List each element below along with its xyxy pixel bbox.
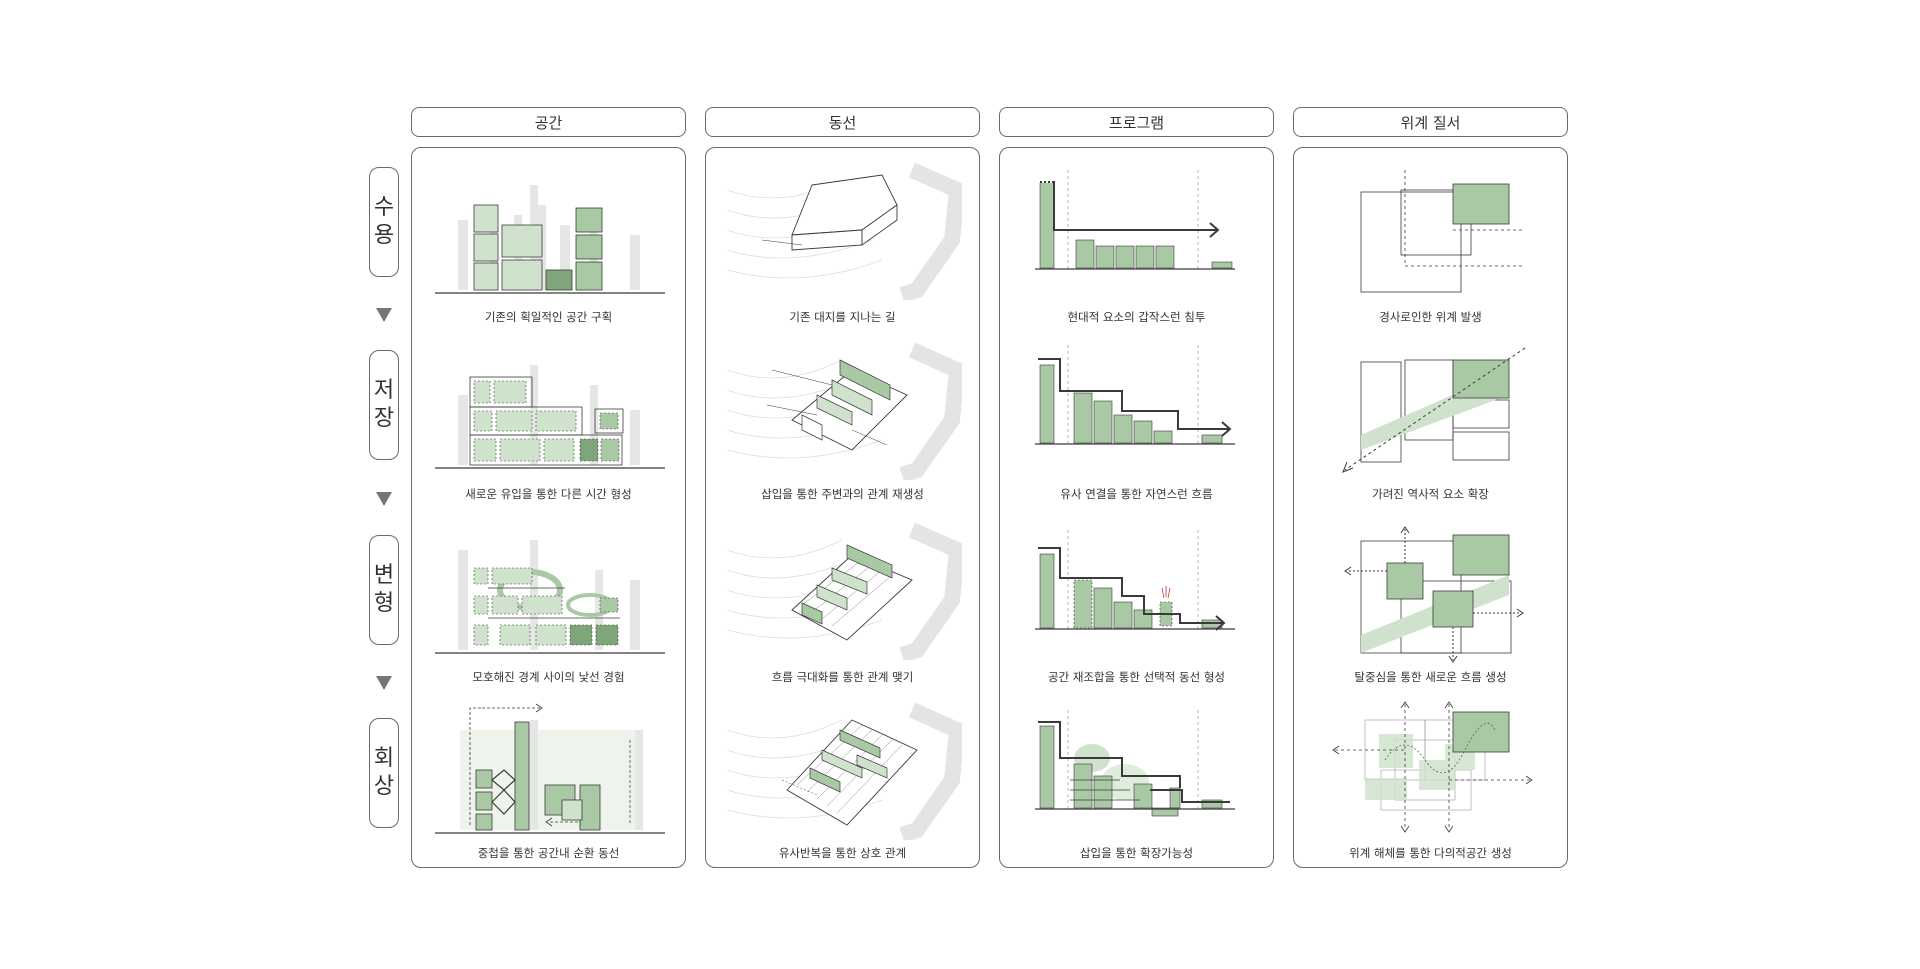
row-label-char: 상 [373, 774, 395, 799]
caption-circulation-recall: 유사반복을 통한 상호 관계 [778, 846, 907, 860]
row-label-store: 저 장 [369, 350, 399, 460]
arrow-down-icon [376, 676, 392, 690]
row-label-char: 회 [373, 746, 395, 771]
row-label-char: 용 [373, 223, 395, 248]
column-header-space: 공간 [411, 107, 686, 137]
diagram-program-transform [1030, 530, 1270, 680]
caption-program-store: 유사 연결을 통한 자연스런 흐름 [1060, 487, 1213, 501]
diagram-program-store [1030, 345, 1270, 495]
row-label-accept: 수 용 [369, 167, 399, 277]
row-label-transform: 변 형 [369, 535, 399, 645]
caption-space-transform: 모호해진 경계 사이의 낯선 경험 [472, 670, 625, 684]
diagram-space-transform [430, 510, 670, 660]
diagram-space-store [430, 325, 670, 475]
row-label-char: 수 [373, 195, 395, 220]
caption-space-recall: 중첩을 통한 공간내 순환 동선 [477, 846, 620, 860]
row-label-char: 형 [373, 591, 395, 616]
diagram-space-recall [430, 690, 670, 840]
arrow-down-icon [376, 308, 392, 322]
diagram-circulation-accept [722, 160, 962, 310]
caption-program-accept: 현대적 요소의 갑작스런 침투 [1067, 310, 1206, 324]
column-header-circulation: 동선 [705, 107, 980, 137]
diagram-hierarchy-recall [1325, 700, 1565, 850]
column-header-hierarchy: 위계 질서 [1293, 107, 1568, 137]
caption-circulation-store: 삽입을 통한 주변과의 관계 재생성 [761, 487, 924, 501]
column-title: 공간 [534, 113, 563, 132]
column-header-program: 프로그램 [999, 107, 1274, 137]
diagram-circulation-recall [722, 700, 962, 850]
caption-hierarchy-store: 가려진 역사적 요소 확장 [1372, 487, 1489, 501]
caption-program-transform: 공간 재조합을 통한 선택적 동선 형성 [1048, 670, 1225, 684]
row-label-char: 변 [373, 563, 395, 588]
diagram-circulation-transform [722, 520, 962, 670]
diagram-space-accept [430, 150, 670, 300]
panel-hierarchy [1293, 147, 1568, 868]
diagram-circulation-store [722, 340, 962, 490]
caption-circulation-accept: 기존 대지를 지나는 길 [789, 310, 896, 324]
diagram-hierarchy-transform [1325, 525, 1565, 675]
caption-hierarchy-accept: 경사로인한 위계 발생 [1379, 310, 1482, 324]
arrow-down-icon [376, 492, 392, 506]
caption-space-accept: 기존의 획일적인 공간 구획 [484, 310, 613, 324]
diagram-program-recall [1030, 710, 1270, 860]
row-label-char: 저 [373, 378, 395, 403]
diagram-program-accept [1030, 170, 1270, 320]
caption-hierarchy-recall: 위계 해체를 통한 다의적공간 생성 [1349, 846, 1512, 860]
diagram-hierarchy-accept [1325, 160, 1565, 310]
row-label-recall: 회 상 [369, 718, 399, 828]
column-title: 동선 [828, 113, 857, 132]
column-title: 프로그램 [1108, 113, 1165, 132]
caption-circulation-transform: 흐름 극대화를 통한 관계 맺기 [771, 670, 914, 684]
caption-space-store: 새로운 유입을 통한 다른 시간 형성 [465, 487, 632, 501]
row-label-char: 장 [373, 406, 395, 431]
caption-hierarchy-transform: 탈중심을 통한 새로운 흐름 생성 [1354, 670, 1507, 684]
caption-program-recall: 삽입을 통한 확장가능성 [1079, 846, 1194, 860]
diagram-hierarchy-store [1325, 340, 1565, 490]
column-title: 위계 질서 [1400, 113, 1461, 132]
